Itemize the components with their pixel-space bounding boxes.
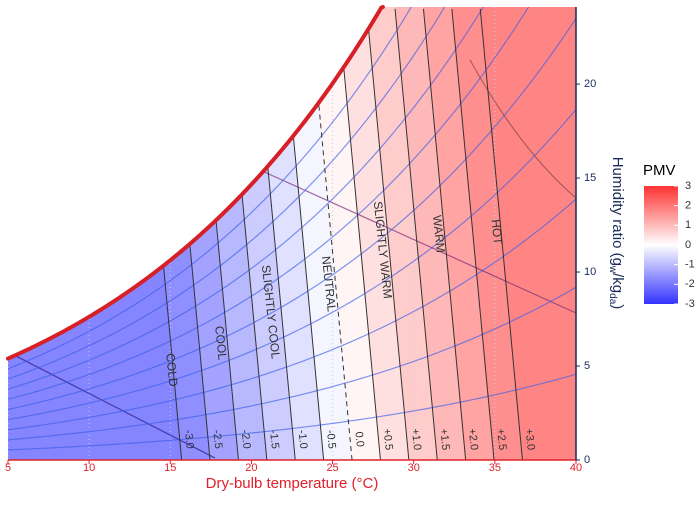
y2-title-part: /kg: [609, 273, 626, 293]
isoline-label: +0.5: [381, 428, 395, 451]
zone-label: NEUTRAL: [319, 255, 339, 312]
pmv-isoline: [479, 8, 523, 460]
colorbar-tick-label: 0: [685, 239, 691, 251]
colorbar-tick-label: 1: [685, 219, 691, 231]
isoline-label: -2.5: [210, 429, 224, 449]
isoline-label: 0.0: [352, 431, 366, 447]
y2-title-part: ): [609, 304, 626, 309]
pmv-isoline: [309, 8, 353, 460]
y2-title-sub: w: [607, 265, 618, 274]
reference-curve: [469, 59, 576, 199]
isoline-label: +1.0: [409, 428, 423, 451]
rh-curve: [8, 7, 576, 380]
isoline-label: -0.5: [324, 429, 338, 449]
isoline-label: +1.5: [437, 428, 451, 451]
x-tick-label: 5: [5, 462, 11, 474]
saturation-curve: [6, 5, 385, 361]
rh-curve: [8, 286, 576, 441]
zone-label: HOT: [489, 219, 506, 246]
rh-curve: [8, 7, 576, 390]
pmv-band: [480, 7, 576, 460]
pmv-band: [394, 7, 466, 460]
isoline-label: -1.5: [267, 429, 281, 449]
y2-title-sub: da: [607, 293, 618, 305]
colorbar-title: PMV: [643, 162, 676, 179]
x-tick-label: 10: [83, 462, 95, 474]
y2-axis-title: Humidity ratio (gw/kgda): [607, 157, 626, 310]
rh-curve: [8, 18, 576, 411]
rh-curve: [8, 7, 576, 370]
pmv-isoline: [337, 8, 381, 460]
reference-line: [259, 169, 576, 314]
reference-line: [8, 351, 216, 459]
x-tick-label: 30: [408, 462, 420, 474]
x-tick-label: 20: [245, 462, 257, 474]
zone-label: COOL: [212, 325, 230, 361]
x-tick-label: 25: [326, 462, 338, 474]
overlay-lines: [8, 7, 576, 460]
zone-label: COLD: [163, 353, 180, 388]
pmv-band: [366, 7, 438, 460]
y2-tick-label: 5: [584, 360, 590, 372]
rh-curve: [8, 109, 576, 421]
colorbar-tick-label: 3: [685, 180, 691, 192]
x-tick-label: 35: [489, 462, 501, 474]
isoline-label: +2.5: [494, 428, 508, 451]
pmv-band: [309, 7, 381, 460]
x-axis-title: Dry-bulb temperature (°C): [206, 475, 379, 492]
rh-curve: [8, 198, 576, 431]
pmv-band: [338, 7, 409, 460]
colorbar-tick-label: 2: [685, 200, 691, 212]
isoline-label: -1.0: [295, 429, 309, 449]
pmv-isoline: [451, 8, 495, 460]
colorbar: [644, 186, 678, 304]
isoline-label: +2.0: [466, 428, 480, 451]
isoline-label: +3.0: [523, 428, 537, 451]
x-tick-label: 15: [164, 462, 176, 474]
y2-tick-label: 20: [584, 78, 596, 90]
y2-tick-label: 10: [584, 266, 596, 278]
pmv-band: [451, 7, 523, 460]
colorbar-tick-label: -3: [685, 298, 695, 310]
pmv-isoline: [394, 8, 438, 460]
zone-label: WARM: [430, 215, 448, 254]
y2-title-part: Humidity ratio (g: [609, 157, 626, 266]
pmv-isoline: [422, 8, 467, 460]
y2-tick-label: 0: [584, 454, 590, 466]
colorbar-tick-label: -2: [685, 278, 695, 290]
y2-tick-label: 15: [584, 172, 596, 184]
colorbar-tick-label: -1: [685, 259, 695, 271]
rh-curve: [8, 7, 576, 400]
pmv-isoline: [366, 8, 410, 460]
pmv-band: [423, 7, 495, 460]
isoline-label: -2.0: [239, 429, 253, 449]
x-tick-label: 40: [570, 462, 582, 474]
isoline-label: -3.0: [182, 429, 196, 449]
